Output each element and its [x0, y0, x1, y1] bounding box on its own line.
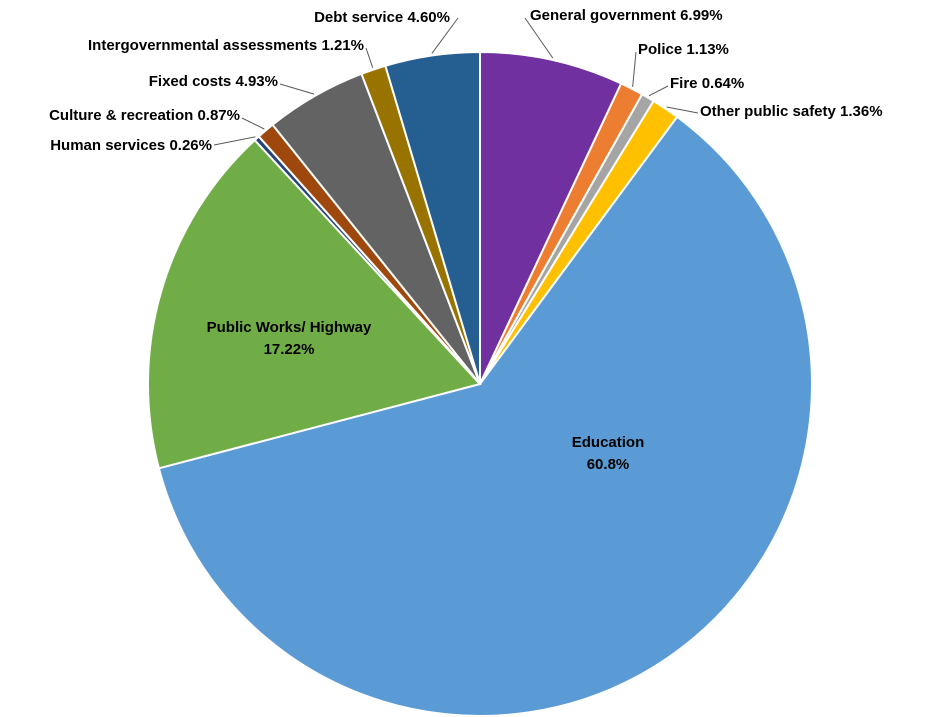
- value-label: 6.99%: [680, 7, 723, 24]
- slice-label: Human services 0.26%: [50, 137, 212, 154]
- slice-label: Fixed costs 4.93%: [149, 73, 278, 90]
- leader-line: [279, 83, 315, 95]
- leader-line: [241, 117, 265, 130]
- slice-label: Intergovernmental assessments 1.21%: [88, 37, 364, 54]
- slice-label: General government 6.99%: [530, 7, 723, 24]
- pie-slice: [384, 50, 481, 385]
- leader-line: [213, 136, 256, 146]
- value-label: 1.13%: [686, 41, 729, 58]
- leader-line: [632, 51, 637, 87]
- value-label: 17.22%: [264, 341, 315, 358]
- value-label: 0.64%: [702, 75, 745, 92]
- value-label: 0.87%: [197, 107, 240, 124]
- value-label: 0.26%: [169, 137, 212, 154]
- slice-label: Public Works/ Highway: [207, 319, 372, 336]
- slice-label: Education: [572, 434, 645, 451]
- leader-line: [648, 85, 669, 97]
- category-name: Fixed costs: [149, 73, 232, 90]
- value-label: 1.21%: [321, 37, 364, 54]
- value-label: 4.93%: [235, 73, 278, 90]
- category-name: General government: [530, 7, 676, 24]
- category-name: Police: [638, 41, 682, 58]
- category-name: Other public safety: [700, 103, 837, 120]
- pie-slice: [479, 50, 623, 385]
- leader-line: [666, 106, 699, 114]
- category-name: Intergovernmental assessments: [88, 37, 317, 54]
- leader-line: [365, 47, 374, 68]
- pie-slice: [147, 138, 482, 470]
- value-label: 1.36%: [840, 103, 883, 120]
- slice-label: Police 1.13%: [638, 41, 729, 58]
- value-label: 60.8%: [587, 456, 630, 473]
- slice-label: Culture & recreation 0.87%: [49, 107, 240, 124]
- slice-label: Debt service 4.60%: [314, 9, 450, 26]
- slice-label: Other public safety 1.36%: [700, 103, 883, 120]
- slice-label: Fire 0.64%: [670, 75, 744, 92]
- category-name: Debt service: [314, 9, 403, 26]
- leader-line: [431, 17, 459, 54]
- leader-line: [524, 17, 554, 59]
- category-name: Fire: [670, 75, 698, 92]
- pie-slice: [157, 115, 813, 717]
- category-name: Culture & recreation: [49, 107, 193, 124]
- value-label: 4.60%: [407, 9, 450, 26]
- category-name: Human services: [50, 137, 165, 154]
